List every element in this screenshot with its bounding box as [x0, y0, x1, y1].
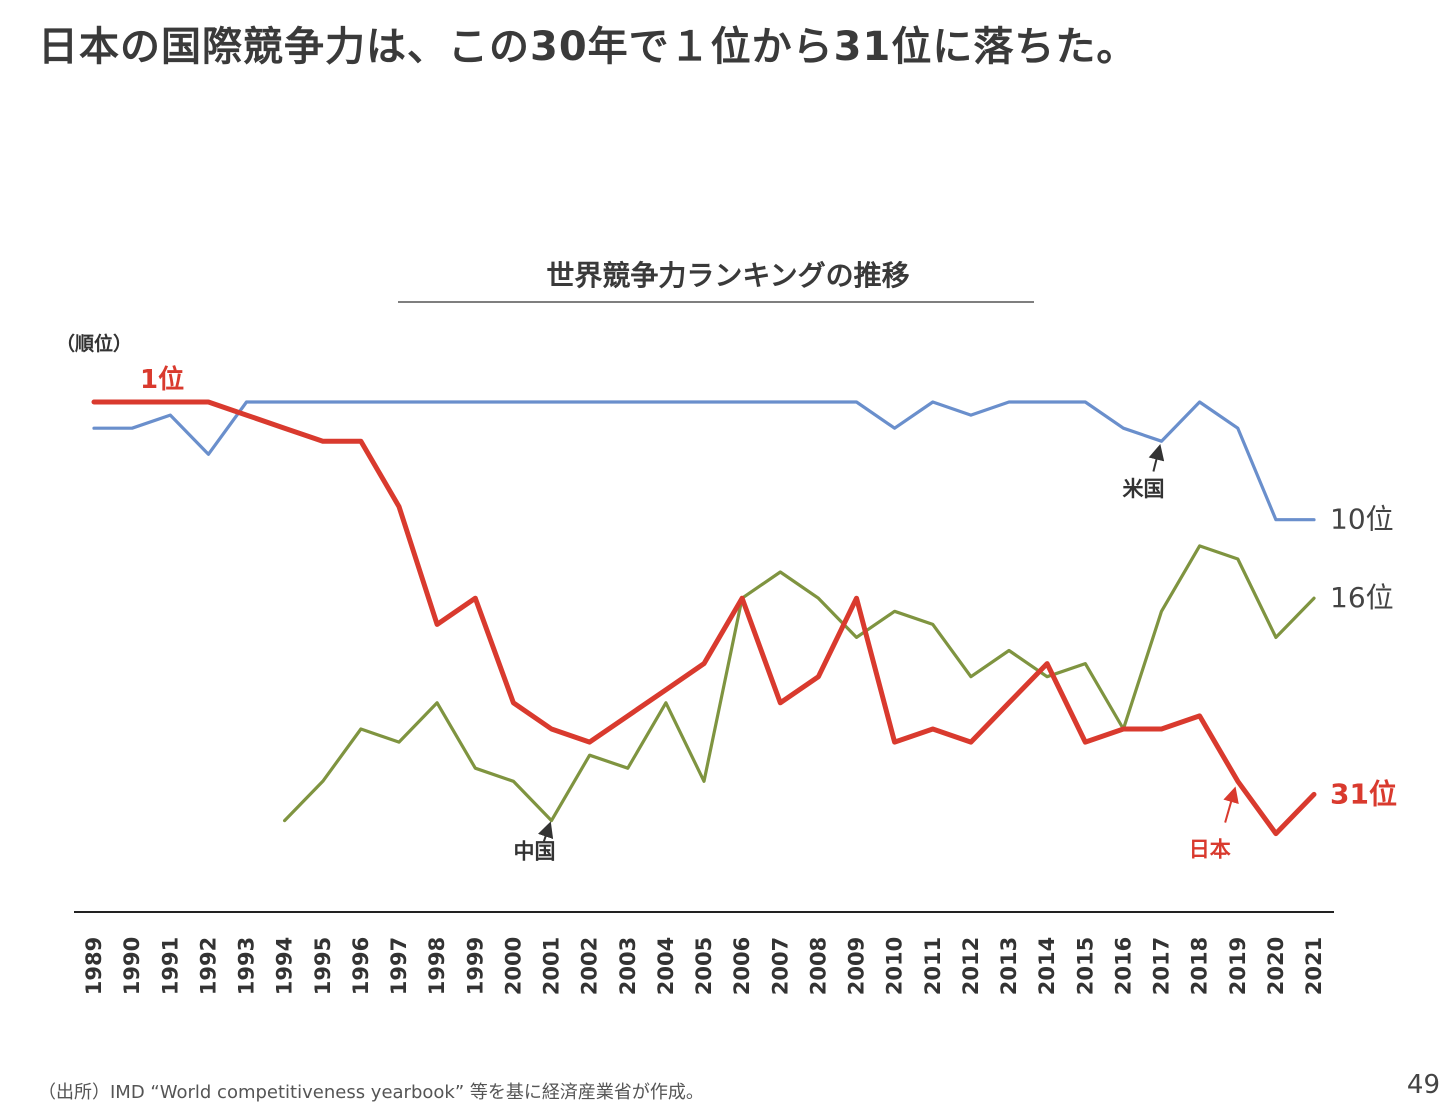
- x-tick-label-1997: 1997: [387, 937, 411, 995]
- callout-japan: 日本: [1189, 837, 1231, 861]
- x-tick-label-1999: 1999: [463, 937, 487, 995]
- x-tick-label-2002: 2002: [578, 937, 602, 995]
- y-axis-label: （順位）: [56, 332, 132, 355]
- x-tick-label-1992: 1992: [196, 937, 220, 995]
- callout-usa: 米国: [1123, 477, 1165, 501]
- end-label-japan: 31位: [1330, 777, 1397, 810]
- slide-title: 日本の国際競争力は、この30年で１位から31位に落ちた。: [38, 24, 1138, 70]
- x-tick-label-2013: 2013: [997, 937, 1021, 995]
- x-tick-label-2014: 2014: [1035, 937, 1059, 995]
- x-tick-label-2019: 2019: [1226, 937, 1250, 995]
- x-tick-label-2010: 2010: [883, 937, 907, 995]
- x-tick-label-1990: 1990: [120, 937, 144, 995]
- x-tick-label-1995: 1995: [311, 937, 335, 995]
- series-line-米国: [92, 400, 1316, 522]
- end-label-usa: 10位: [1330, 503, 1394, 536]
- annotation-1st-place: 1位: [140, 364, 184, 395]
- x-tick-label-2018: 2018: [1188, 937, 1212, 995]
- x-tick-label-1993: 1993: [235, 937, 259, 995]
- x-tick-label-2007: 2007: [768, 937, 792, 995]
- x-tick-label-1989: 1989: [82, 937, 106, 995]
- x-tick-label-2015: 2015: [1073, 937, 1097, 995]
- x-tick-label-2011: 2011: [921, 937, 945, 995]
- x-tick-label-2020: 2020: [1264, 937, 1288, 995]
- x-tick-label-1998: 1998: [425, 937, 449, 995]
- x-tick-label-2001: 2001: [540, 937, 564, 995]
- x-tick-label-2008: 2008: [806, 937, 830, 995]
- x-tick-label-2005: 2005: [692, 937, 716, 995]
- x-tick-label-2000: 2000: [501, 937, 525, 995]
- callout-japan-arrow: [1223, 786, 1239, 823]
- x-tick-label-2009: 2009: [845, 937, 869, 995]
- x-tick-label-1994: 1994: [273, 937, 297, 995]
- x-tick-label-1991: 1991: [158, 937, 182, 995]
- x-tick-label-2004: 2004: [654, 937, 678, 995]
- x-tick-label-2016: 2016: [1111, 937, 1135, 995]
- x-tick-label-2012: 2012: [959, 937, 983, 995]
- end-label-china: 16位: [1330, 581, 1394, 614]
- x-tick-label-2003: 2003: [616, 937, 640, 995]
- source-note: （出所）IMD “World competitiveness yearbook”…: [38, 1082, 704, 1103]
- x-tick-label-1996: 1996: [349, 937, 373, 995]
- x-tick-label-2006: 2006: [730, 937, 754, 995]
- callout-china: 中国: [514, 840, 556, 864]
- series-line-中国: [283, 544, 1316, 823]
- chart-title: 世界競争力ランキングの推移: [546, 259, 909, 292]
- series-line-日本: [91, 399, 1317, 837]
- x-tick-label-2017: 2017: [1150, 937, 1174, 995]
- page-number: 49: [1406, 1070, 1440, 1100]
- callout-china-arrow: [537, 821, 554, 842]
- x-tick-label-2021: 2021: [1302, 937, 1326, 995]
- callout-usa-arrow: [1148, 443, 1165, 472]
